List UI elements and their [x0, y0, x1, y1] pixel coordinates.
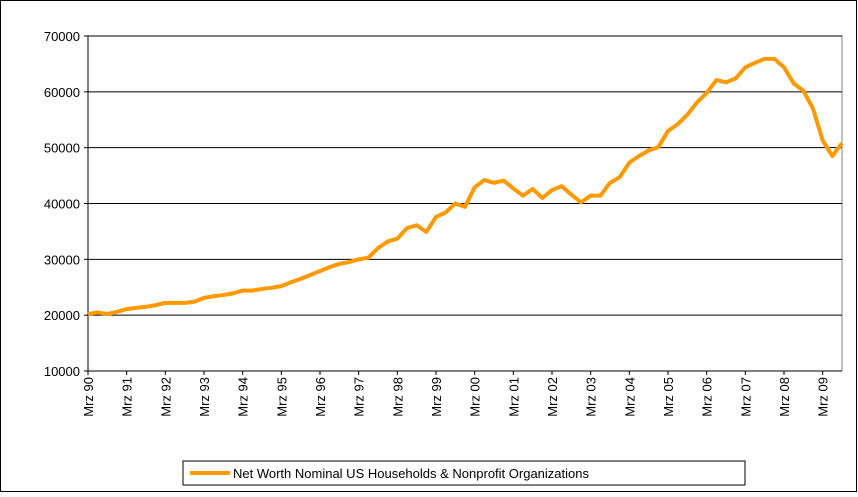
x-tick-label: Mrz 00 [468, 377, 483, 417]
x-tick-label: Mrz 08 [777, 377, 792, 417]
legend: Net Worth Nominal US Households & Nonpro… [182, 460, 746, 486]
x-tick-label: Mrz 98 [390, 377, 405, 417]
x-tick-label: Mrz 99 [429, 377, 444, 417]
x-tick-label: Mrz 91 [120, 377, 135, 417]
x-tick-label: Mrz 01 [506, 377, 521, 417]
y-tick-label: 20000 [44, 308, 80, 323]
x-tick-label: Mrz 93 [197, 377, 212, 417]
x-tick-label: Mrz 97 [352, 377, 367, 417]
x-tick-label: Mrz 94 [236, 377, 251, 417]
x-tick-label: Mrz 92 [158, 377, 173, 417]
legend-box [182, 460, 746, 486]
x-tick-label: Mrz 09 [816, 377, 831, 417]
y-tick-label: 50000 [44, 141, 80, 156]
y-tick-label: 70000 [44, 29, 80, 44]
x-tick-label: Mrz 03 [584, 377, 599, 417]
x-tick-label: Mrz 96 [313, 377, 328, 417]
x-tick-label: Mrz 05 [661, 377, 676, 417]
x-tick-label: Mrz 90 [81, 377, 96, 417]
y-tick-label: 30000 [44, 252, 80, 267]
data-line [87, 56, 844, 317]
y-tick-label: 60000 [44, 85, 80, 100]
x-tick-label: Mrz 02 [545, 377, 560, 417]
x-tick-label: Mrz 04 [622, 377, 637, 417]
x-tick-label: Mrz 06 [700, 377, 715, 417]
x-tick-label: Mrz 07 [738, 377, 753, 417]
legend-label: Net Worth Nominal US Households & Nonpro… [233, 466, 589, 481]
y-tick-label: 10000 [44, 364, 80, 379]
y-tick-label: 40000 [44, 197, 80, 212]
x-tick-label: Mrz 95 [274, 377, 289, 417]
